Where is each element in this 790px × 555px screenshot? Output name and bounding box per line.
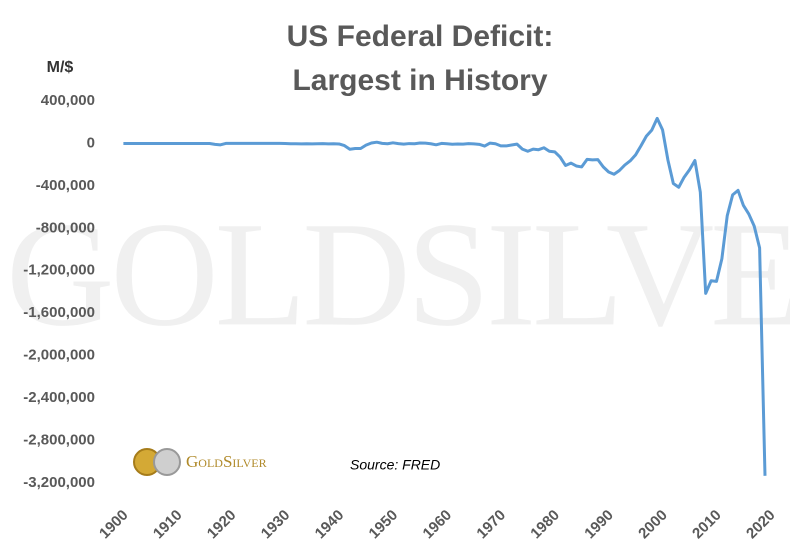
x-tick-label: 1930 [258,507,294,543]
y-tick-label: -1,600,000 [23,304,95,321]
y-tick-label: -2,800,000 [23,432,95,449]
logo-coin [153,448,181,476]
x-tick-label: 1990 [581,507,617,543]
y-tick-label: -2,400,000 [23,389,95,406]
x-tick-label: 1920 [204,507,240,543]
x-tick-label: 2000 [635,507,671,543]
x-tick-label: 1940 [312,507,348,543]
data-line [123,116,767,476]
chart-title-line: Largest in History [292,64,547,97]
watermark: GoldSilver [6,191,790,357]
x-tick-label: 1980 [527,507,563,543]
x-tick-label: 1960 [420,507,456,543]
y-tick-label: 0 [87,134,95,151]
x-tick-label: 2020 [743,507,779,543]
y-tick-label: -800,000 [36,219,95,236]
x-tick-label: 1970 [473,507,509,543]
x-tick-label: 1910 [150,507,186,543]
x-tick-label: 1950 [366,507,402,543]
y-tick-label: -2,000,000 [23,347,95,364]
x-tick-label: 2010 [689,507,725,543]
y-tick-label: 400,000 [41,92,95,109]
y-tick-label: -1,200,000 [23,262,95,279]
logo-text: GoldSilver [186,452,267,471]
y-axis-unit: M/$ [47,59,74,76]
source-note: Source: FRED [350,457,440,473]
chart-title-line: US Federal Deficit: [287,20,554,53]
x-tick-label: 1900 [96,507,132,543]
y-tick-label: -400,000 [36,177,95,194]
logo: GoldSilver [133,448,267,476]
y-tick-label: -3,200,000 [23,474,95,491]
